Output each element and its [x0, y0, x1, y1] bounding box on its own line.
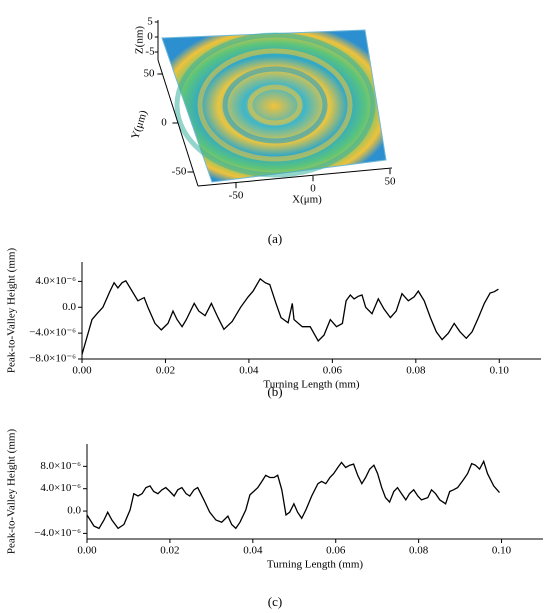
x-axis — [197, 167, 393, 187]
surface-ripples — [174, 32, 376, 178]
line — [86, 459, 500, 530]
y-axis-label: Y(μm) — [129, 109, 150, 141]
x-tick-label: 0.00 — [72, 365, 92, 377]
y-tick-label: 4.0×10⁻⁶ — [35, 275, 76, 287]
y-tick-label: 50 — [144, 68, 156, 80]
x-tick-label: 0.10 — [492, 545, 512, 557]
z-tick-label: -5 — [145, 46, 155, 58]
x-tick-label: 0.02 — [156, 365, 175, 377]
caption: (a) — [268, 231, 282, 246]
x-tick-label: -50 — [229, 190, 244, 202]
x-tick-label: 0.02 — [160, 545, 179, 557]
x-tick-label: 0.10 — [490, 365, 510, 377]
x-tick-label: 0.04 — [239, 365, 259, 377]
x-tick-label: 0.06 — [326, 545, 346, 557]
x-axis-label: Turning Length (mm) — [267, 559, 363, 571]
surface-plot — [157, 20, 393, 187]
y-tick-label: 0 — [161, 117, 167, 129]
x-axis-label: Turning Length (mm) — [263, 379, 359, 391]
x-axis-label: X(μm) — [292, 194, 322, 206]
x-tick-label: 0.00 — [77, 545, 97, 557]
caption: (b) — [267, 384, 282, 399]
y-tick-label: −8.0×10⁻⁶ — [29, 353, 76, 365]
y-tick-label: −4.0×10⁻⁶ — [34, 527, 81, 539]
x-tick-label: 0.08 — [406, 365, 426, 377]
y-tick-label: 0.0 — [62, 301, 76, 313]
x-tick-label: 0 — [310, 183, 316, 195]
y-tick-label: 0.0 — [67, 505, 81, 517]
y-tick-label: 4.0×10⁻⁶ — [40, 482, 81, 494]
x-tick-label: 0.06 — [323, 365, 343, 377]
z-tick-label: 0 — [147, 31, 153, 43]
z-tick-label: 5 — [147, 16, 153, 28]
y-axis-label: Peak-to-Valley Height (mm) — [6, 248, 18, 374]
x-tick-label: 0.08 — [409, 545, 429, 557]
y-axis-label: Peak-to-Valley Height (mm) — [6, 429, 18, 555]
z-axis-label: Z(nm) — [134, 26, 146, 54]
y-tick-label: 8.0×10⁻⁶ — [40, 460, 81, 472]
y-tick-label: -50 — [172, 166, 187, 178]
x-tick-label: 0.04 — [243, 545, 263, 557]
caption: (c) — [268, 594, 282, 609]
y-tick-label: −4.0×10⁻⁶ — [29, 327, 76, 339]
x-tick-label: 50 — [385, 176, 397, 188]
line — [81, 277, 499, 355]
